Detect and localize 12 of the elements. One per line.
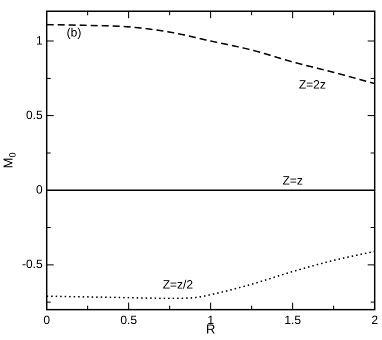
y-tick-label: -0.5 [22, 257, 43, 272]
x-tick-label: 0.5 [120, 313, 138, 328]
x-tick-label: 2 [371, 313, 378, 328]
y-tick-label: 0.5 [26, 108, 43, 122]
x-tick-label: 1.5 [284, 313, 302, 328]
annotation: (b) [66, 26, 82, 40]
y-tick-label: 1 [36, 33, 43, 48]
series-label: Z=z [282, 174, 303, 188]
series-label: Z=z/2 [162, 277, 194, 292]
series-label: Z=2z [298, 77, 326, 92]
y-axis-title: M0 [0, 152, 18, 168]
y-tick-label: 0 [36, 182, 43, 197]
